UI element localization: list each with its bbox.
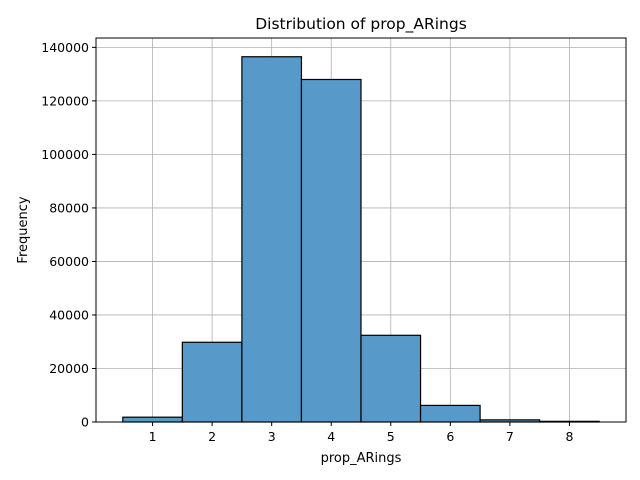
x-tick-label-4: 4 (327, 429, 335, 444)
bar-1 (122, 416, 183, 423)
y-tick-label-140000: 140000 (41, 40, 89, 55)
bars (122, 56, 600, 423)
axis-ticks: 1 2 3 4 5 6 7 8 0 20000 40000 60000 80000 100000 12000… (41, 40, 573, 444)
y-tick-label-100000: 100000 (41, 147, 89, 162)
y-tick-label-80000: 80000 (49, 200, 89, 215)
chart-title: Distribution of prop_ARings (255, 15, 467, 34)
x-tick-label-5: 5 (387, 429, 395, 444)
bar-3 (241, 56, 303, 423)
bar-6 (419, 404, 481, 423)
plot-frame (95, 37, 627, 423)
y-axis-label: Frequency (16, 196, 31, 263)
x-tick-label-3: 3 (268, 429, 276, 444)
x-tick-label-1: 1 (149, 429, 157, 444)
x-tick-label-8: 8 (565, 429, 573, 444)
bar-5 (360, 334, 422, 423)
x-tick-label-2: 2 (208, 429, 216, 444)
bar-2 (181, 341, 243, 423)
y-tick-label-120000: 120000 (41, 93, 89, 108)
y-tick-label-0: 0 (81, 415, 89, 430)
y-tick-label-60000: 60000 (49, 254, 89, 269)
y-tick-label-40000: 40000 (49, 307, 89, 322)
x-tick-label-6: 6 (446, 429, 454, 444)
y-tick-label-20000: 20000 (49, 361, 89, 376)
x-axis-label: prop_ARings (321, 451, 402, 466)
x-tick-label-7: 7 (506, 429, 514, 444)
bar-4 (300, 78, 362, 423)
